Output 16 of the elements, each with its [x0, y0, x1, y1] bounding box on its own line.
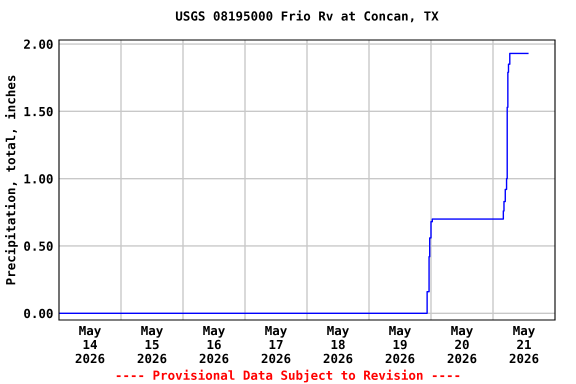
y-tick-label: 1.00: [24, 174, 53, 184]
y-tick-label: 1.50: [24, 106, 53, 116]
y-tick-label: 2.00: [24, 40, 53, 49]
y-tick-label: 0.00: [24, 308, 53, 318]
chart-title: USGS 08195000 Frio Rv at Concan, TX: [176, 10, 439, 22]
x-tick-label: May 17 2026: [262, 326, 290, 364]
x-tick-label: May 19 2026: [386, 326, 414, 364]
x-tick-label: May 16 2026: [200, 326, 228, 364]
y-tick-label: 0.50: [24, 241, 53, 251]
x-tick-label: May 15 2026: [138, 326, 166, 364]
x-tick-label: May 14 2026: [76, 326, 104, 364]
x-tick-label: May 21 2026: [510, 326, 538, 364]
text: ---- Provisional Data Subject to Revision ----: [116, 370, 460, 382]
x-tick-label: May 20 2026: [448, 326, 476, 364]
x-tick-label: May 18 2026: [324, 326, 352, 364]
y-axis-title: Precipitation, total, inches: [5, 76, 18, 284]
